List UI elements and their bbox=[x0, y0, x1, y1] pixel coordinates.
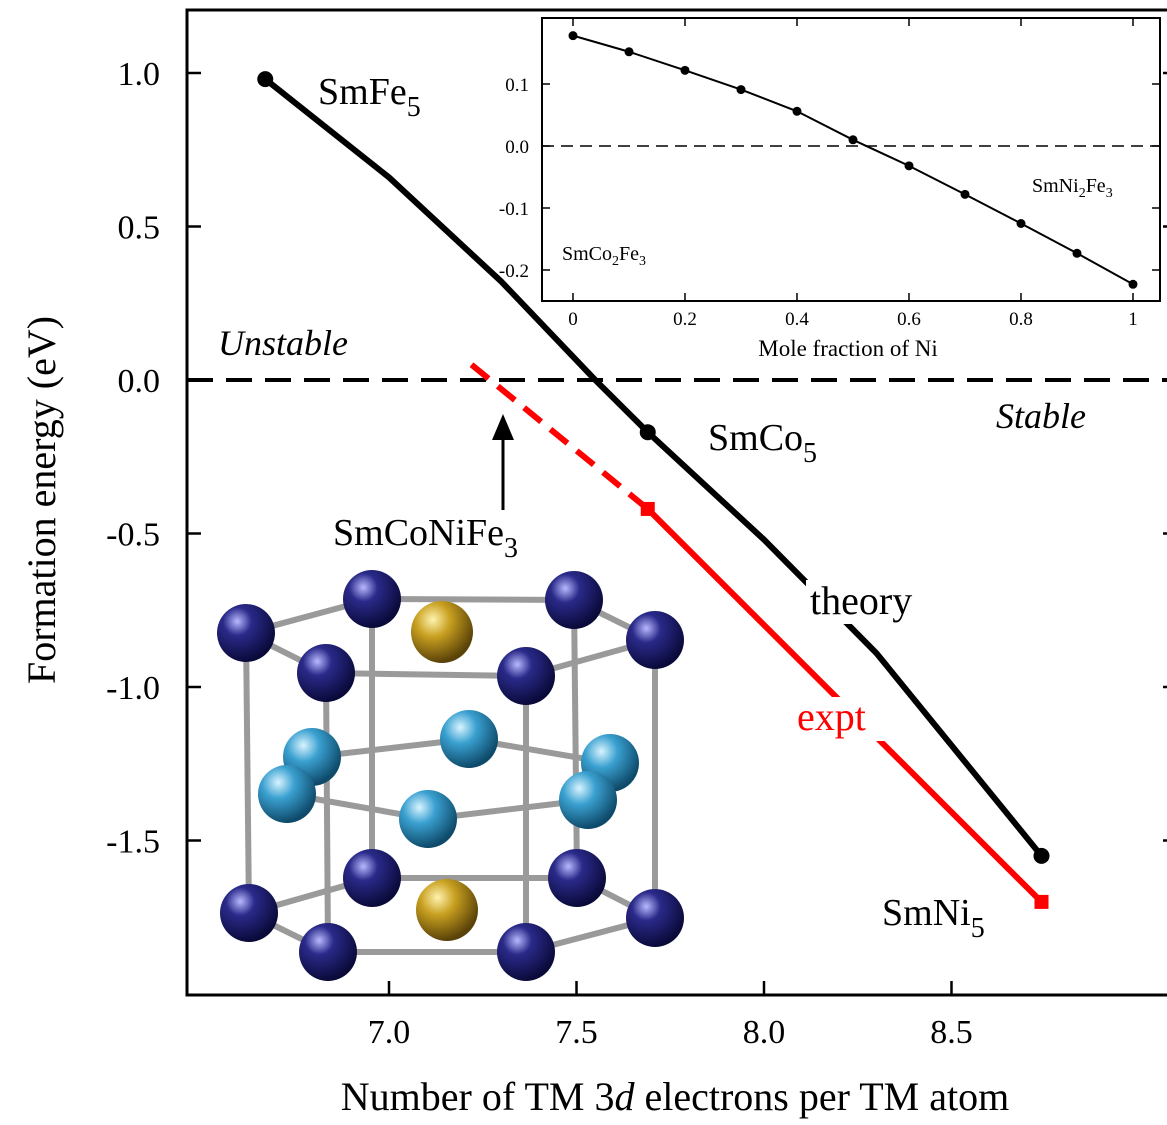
inset-x-tick-label: 0.6 bbox=[897, 309, 921, 330]
inset-point bbox=[624, 47, 634, 57]
smco5-label: SmCo5 bbox=[708, 417, 817, 469]
inset-point bbox=[848, 135, 858, 145]
expt-curve-label: expt bbox=[797, 694, 866, 739]
crystal-bond bbox=[371, 596, 575, 603]
y-tick-label: -0.5 bbox=[106, 517, 160, 554]
inset-curve bbox=[568, 31, 1138, 289]
tm-atom-icon bbox=[440, 710, 498, 768]
inset-point bbox=[904, 161, 914, 171]
sm-atom-icon bbox=[411, 601, 473, 663]
y-tick-label: 0.5 bbox=[118, 210, 161, 247]
tm-atom-icon bbox=[399, 790, 457, 848]
inset-y-tick-label: 0.0 bbox=[505, 137, 529, 158]
inset-point bbox=[1072, 248, 1082, 258]
tm-atom-icon bbox=[299, 923, 357, 981]
inset-point bbox=[1016, 219, 1026, 228]
x-tick-label: 7.0 bbox=[368, 1014, 411, 1051]
expt-point bbox=[1034, 894, 1049, 909]
inset-tick-labels: 0 0.2 0.4 0.6 0.8 1 0.1 0.0 -0.1 -0.2 bbox=[499, 75, 1138, 330]
inset-x-tick-label: 0.2 bbox=[673, 309, 697, 330]
tm-atom-icon bbox=[626, 611, 684, 669]
tm-atom-icon bbox=[497, 647, 555, 705]
crystal-structure-illustration bbox=[217, 570, 684, 981]
inset-y-tick-label: -0.2 bbox=[499, 261, 529, 282]
y-tick-label: 1.0 bbox=[118, 56, 161, 93]
inset-point bbox=[960, 189, 970, 199]
inset-frame bbox=[541, 17, 1161, 302]
expt-label-background bbox=[794, 697, 896, 741]
tm-atom-icon bbox=[220, 884, 278, 942]
y-axis-title: Formation energy (eV) bbox=[19, 316, 64, 684]
theory-label-background bbox=[806, 580, 944, 624]
tm-atom-icon bbox=[297, 644, 355, 702]
expt-point bbox=[640, 501, 655, 516]
inset-y-tick-label: 0.1 bbox=[505, 75, 529, 96]
inset-point bbox=[680, 65, 690, 75]
tm-atom-icon bbox=[343, 570, 401, 628]
theory-point bbox=[639, 424, 656, 441]
x-tick-label: 8.0 bbox=[743, 1014, 786, 1051]
x-axis-title: Number of TM 3d electrons per TM atom bbox=[341, 1074, 1009, 1119]
theory-line bbox=[263, 76, 1044, 858]
inset-point bbox=[736, 85, 746, 95]
inset-x-tick-label: 0.8 bbox=[1009, 309, 1033, 330]
tm-atom-icon bbox=[343, 849, 401, 907]
crystal-bond bbox=[323, 672, 331, 953]
inset-x-tick-label: 0.4 bbox=[785, 309, 809, 330]
theory-point bbox=[1033, 847, 1050, 864]
theory-point bbox=[257, 71, 274, 88]
tm-atom-icon bbox=[559, 771, 617, 829]
inset-point bbox=[1128, 279, 1138, 289]
tick-labels: 7.0 7.5 8.0 8.5 1.0 0.5 0.0 -0.5 -1.0 -1.5 bbox=[106, 56, 973, 1051]
theory-curve-label: theory bbox=[810, 578, 912, 623]
inset-y-tick-label: -0.1 bbox=[499, 199, 529, 220]
inset-x-tick-label: 1 bbox=[1128, 309, 1138, 330]
tm-atom-icon bbox=[217, 604, 275, 662]
tm-atom-icon bbox=[545, 571, 603, 629]
inset-x-tick-label: 0 bbox=[568, 309, 578, 330]
x-tick-label: 7.5 bbox=[555, 1014, 598, 1051]
crystal-bond bbox=[243, 632, 252, 914]
smconife3-label: SmCoNiFe3 bbox=[333, 512, 518, 564]
tm-atom-icon bbox=[497, 923, 555, 981]
smfe5-label: SmFe5 bbox=[318, 71, 421, 123]
inset-point bbox=[568, 31, 578, 41]
smni2fe3-label: SmNi2Fe3 bbox=[1032, 175, 1113, 201]
sm-atom-icon bbox=[416, 879, 478, 941]
tm-atom-icon bbox=[626, 889, 684, 947]
plot-frame bbox=[185, 8, 1167, 997]
y-tick-label: -1.5 bbox=[106, 824, 160, 861]
smco2fe3-label: SmCo2Fe3 bbox=[562, 243, 646, 269]
x-tick-label: 8.5 bbox=[930, 1014, 973, 1051]
inset-axis-ticks bbox=[542, 18, 1160, 301]
expt-extrapolated-line bbox=[469, 362, 650, 512]
inset-chart: 0 0.2 0.4 0.6 0.8 1 0.1 0.0 -0.1 -0.2 Mole fracti… bbox=[499, 17, 1161, 361]
smconife3-arrow-head bbox=[492, 414, 514, 440]
tm-atom-icon bbox=[258, 765, 316, 823]
y-tick-label: 0.0 bbox=[118, 363, 161, 400]
crystal-bond bbox=[325, 670, 527, 679]
stable-region-label: Stable bbox=[996, 396, 1086, 436]
y-tick-label: -1.0 bbox=[106, 670, 160, 707]
unstable-region-label: Unstable bbox=[218, 323, 348, 363]
tm-atom-icon bbox=[548, 849, 606, 907]
inset-point bbox=[792, 106, 802, 116]
crystal-bond bbox=[571, 599, 580, 879]
inset-x-axis-title: Mole fraction of Ni bbox=[758, 336, 937, 361]
smni5-label: SmNi5 bbox=[882, 892, 985, 944]
